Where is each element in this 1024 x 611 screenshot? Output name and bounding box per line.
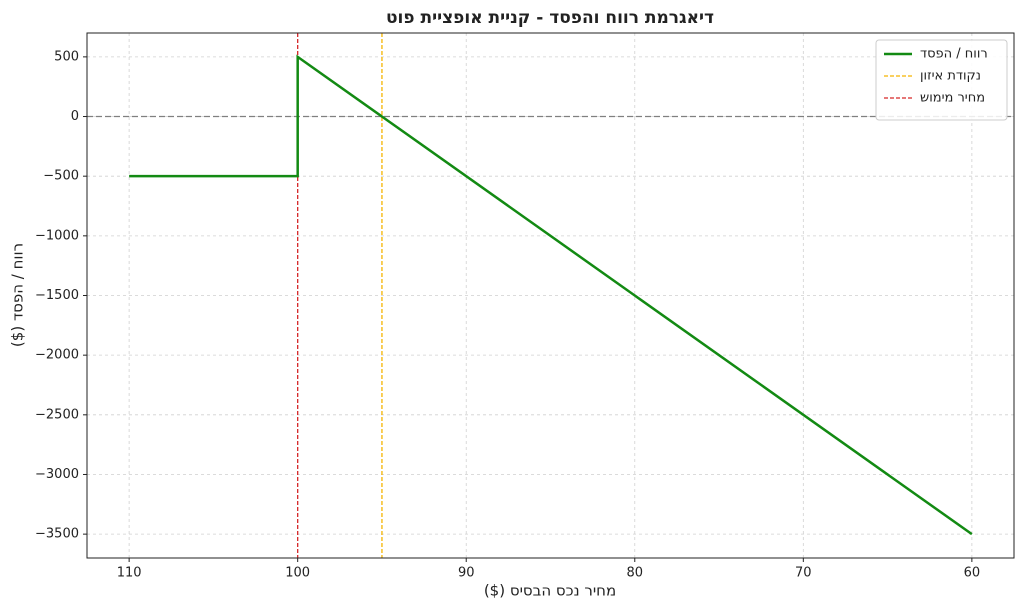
x-tick-label: 100 bbox=[285, 566, 310, 581]
legend-label: רווח / הפסד bbox=[920, 47, 988, 62]
chart-title: דיאגרמת רווח והפסד - קניית אופציית פוט bbox=[386, 8, 714, 28]
y-tick-label: −2500 bbox=[35, 407, 79, 422]
y-tick-label: −1500 bbox=[35, 288, 79, 303]
legend-label: נקודת איזון bbox=[920, 69, 981, 84]
y-tick-label: 500 bbox=[54, 49, 79, 64]
y-tick-label: −3000 bbox=[35, 467, 79, 482]
legend-box bbox=[875, 39, 1008, 121]
x-tick-label: 70 bbox=[795, 566, 812, 581]
y-tick-label: 0 bbox=[71, 109, 79, 124]
line-series bbox=[129, 54, 973, 536]
legend-label: מחיר מימוש bbox=[920, 91, 985, 106]
x-tick-label: 80 bbox=[626, 566, 643, 581]
y-tick-label: −3500 bbox=[35, 527, 79, 542]
axes-frame bbox=[86, 32, 1015, 559]
y-tick-label: −500 bbox=[43, 169, 79, 184]
x-tick-label: 110 bbox=[117, 566, 142, 581]
y-tick-label: −1000 bbox=[35, 228, 79, 243]
x-axis-label: מחיר נכס הבסיס ($) bbox=[484, 582, 616, 600]
y-tick-label: −2000 bbox=[35, 348, 79, 363]
y-axis-label: רווח / הפסד ($) bbox=[9, 243, 27, 347]
x-tick-label: 90 bbox=[458, 566, 475, 581]
x-tick-label: 60 bbox=[964, 566, 981, 581]
